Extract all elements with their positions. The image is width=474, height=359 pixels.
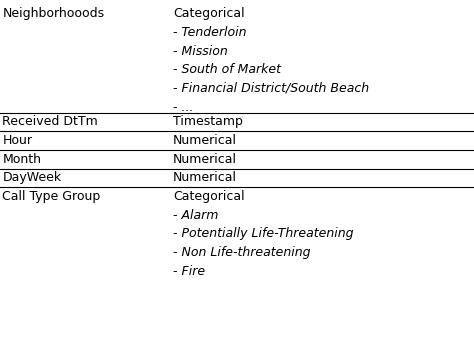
Text: - Non Life-threatening: - Non Life-threatening: [173, 246, 310, 259]
Text: - Tenderloin: - Tenderloin: [173, 26, 246, 39]
Text: - Fire: - Fire: [173, 265, 205, 278]
Text: DayWeek: DayWeek: [2, 171, 62, 184]
Text: Numerical: Numerical: [173, 171, 237, 184]
Text: Hour: Hour: [2, 134, 32, 147]
Text: Neighborhooods: Neighborhooods: [2, 7, 104, 20]
Text: Categorical: Categorical: [173, 190, 245, 203]
Text: - Alarm: - Alarm: [173, 209, 219, 222]
Text: - Financial District/South Beach: - Financial District/South Beach: [173, 82, 369, 95]
Text: Received DtTm: Received DtTm: [2, 115, 98, 128]
Text: - South of Market: - South of Market: [173, 63, 281, 76]
Text: - ...: - ...: [173, 101, 193, 113]
Text: - Mission: - Mission: [173, 45, 228, 57]
Text: - Potentially Life-Threatening: - Potentially Life-Threatening: [173, 227, 354, 240]
Text: Call Type Group: Call Type Group: [2, 190, 100, 203]
Text: Numerical: Numerical: [173, 134, 237, 147]
Text: Categorical: Categorical: [173, 7, 245, 20]
Text: Timestamp: Timestamp: [173, 115, 243, 128]
Text: Numerical: Numerical: [173, 153, 237, 165]
Text: Month: Month: [2, 153, 41, 165]
